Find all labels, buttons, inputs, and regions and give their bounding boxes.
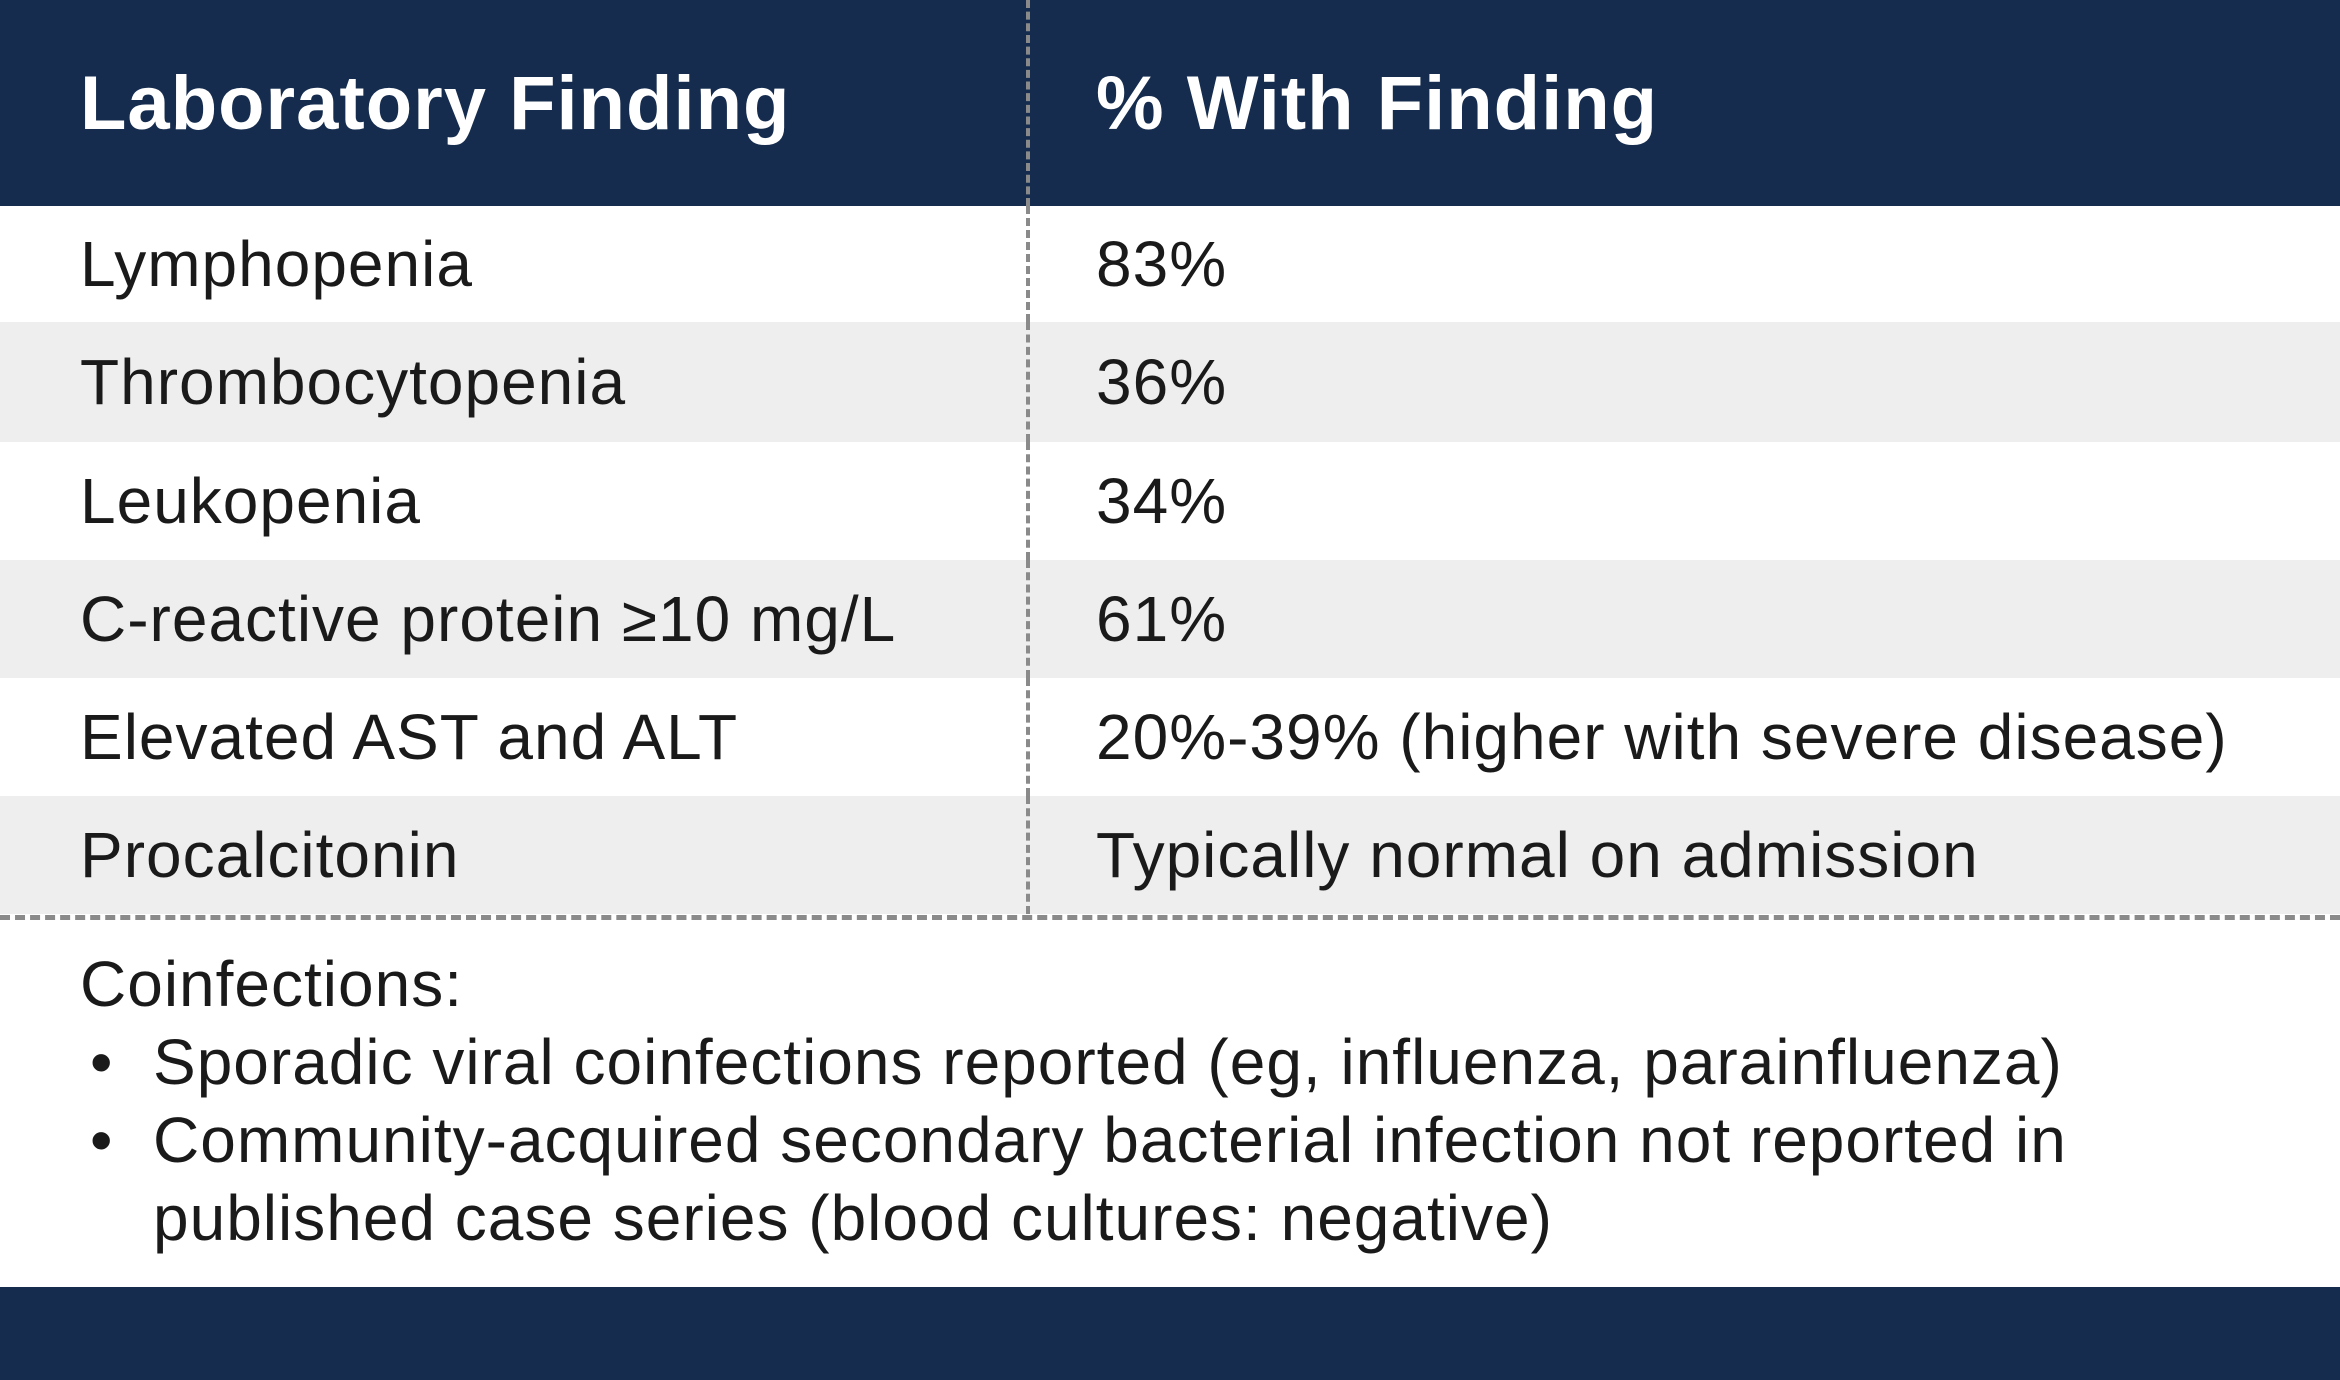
table-body: Lymphopenia 83% Thrombocytopenia 36% Leu…: [0, 206, 2340, 914]
header-percent-with-finding: % With Finding: [1096, 60, 1659, 146]
percent-cell: 34%: [1096, 465, 1228, 537]
percent-cell: 36%: [1096, 346, 1228, 418]
finding-cell: Procalcitonin: [0, 796, 1030, 914]
finding-cell: C-reactive protein ≥10 mg/L: [0, 560, 1030, 678]
table-header-row: Laboratory Finding % With Finding: [0, 0, 2340, 206]
list-item-text: Sporadic viral coinfections reported (eg…: [153, 1026, 2063, 1098]
finding-cell: Lymphopenia: [0, 206, 1030, 322]
percent-cell: 83%: [1096, 228, 1228, 300]
list-item: • Sporadic viral coinfections reported (…: [80, 1023, 2280, 1101]
table-row: Lymphopenia 83%: [0, 206, 2340, 322]
table-row: Leukopenia 34%: [0, 442, 2340, 560]
coinfections-title: Coinfections:: [80, 948, 463, 1020]
percent-cell: 20%-39% (higher with severe disease): [1096, 701, 2228, 773]
list-item: • Community-acquired secondary bacterial…: [80, 1101, 2280, 1257]
finding-cell: Elevated AST and ALT: [0, 678, 1030, 796]
bullet-icon: •: [90, 1104, 114, 1176]
table-row: Procalcitonin Typically normal on admiss…: [0, 796, 2340, 914]
dashed-divider: [0, 915, 2340, 920]
table-row: Elevated AST and ALT 20%-39% (higher wit…: [0, 678, 2340, 796]
header-laboratory-finding: Laboratory Finding: [0, 0, 1030, 206]
lab-findings-table: Laboratory Finding % With Finding Lympho…: [0, 0, 2340, 914]
bullet-icon: •: [90, 1026, 114, 1098]
percent-cell: Typically normal on admission: [1096, 819, 1979, 891]
finding-cell: Thrombocytopenia: [0, 322, 1030, 442]
list-item-text: Community-acquired secondary bacterial i…: [153, 1104, 2067, 1254]
table-row: C-reactive protein ≥10 mg/L 61%: [0, 560, 2340, 678]
coinfections-list: • Sporadic viral coinfections reported (…: [80, 1023, 2280, 1257]
percent-cell: 61%: [1096, 583, 1228, 655]
footer-bar: [0, 1287, 2340, 1380]
coinfections-section: Coinfections: • Sporadic viral coinfecti…: [80, 945, 2280, 1257]
table-row: Thrombocytopenia 36%: [0, 322, 2340, 442]
finding-cell: Leukopenia: [0, 442, 1030, 560]
